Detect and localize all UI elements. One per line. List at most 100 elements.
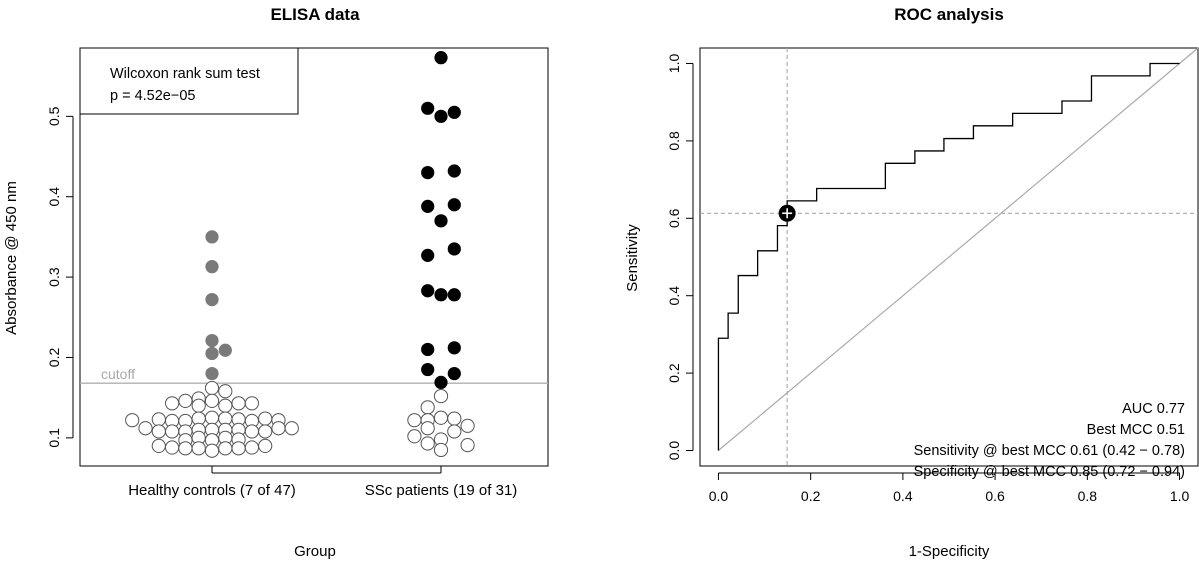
roc-curve: [717, 62, 1180, 451]
patient-positive-point: [421, 342, 435, 357]
control-negative-point: [178, 441, 193, 456]
control-negative-point: [258, 424, 273, 439]
control-negative-point: [284, 421, 299, 436]
roc-panel: ROC analysis 0.00.20.40.60.81.0 0.0 0.2 0.…: [624, 5, 1199, 560]
roc-title: ROC analysis: [894, 5, 1004, 24]
control-negative-point: [231, 441, 246, 456]
control-negative-point: [258, 438, 273, 454]
patient-positive-point: [447, 164, 461, 178]
roc-x-tick-label: 0.8: [1078, 488, 1098, 504]
cutoff-label: cutoff: [101, 366, 135, 382]
patient-negative-point: [420, 400, 435, 415]
control-negative-point: [165, 440, 180, 455]
control-negative-point: [165, 396, 180, 411]
elisa-x-label: Group: [294, 543, 336, 560]
patient-negative-point: [420, 436, 435, 451]
legend-frame: [79, 47, 299, 115]
control-negative-point: [244, 440, 259, 455]
patient-positive-point: [434, 288, 448, 302]
roc-y-tick-label: 0.4: [666, 286, 682, 306]
legend-test-name: Wilcoxon rank sum test: [110, 66, 260, 82]
best-mcc-text: Best MCC 0.51: [1087, 422, 1185, 438]
roc-plot-box: [699, 47, 1199, 467]
control-negative-point: [258, 411, 273, 426]
control-negative-point: [165, 424, 180, 439]
control-negative-point: [125, 413, 140, 428]
control-negative-point: [218, 398, 233, 413]
control-positive-point: [205, 293, 219, 307]
patient-negative-point: [433, 410, 449, 425]
patient-positive-point: [421, 248, 435, 262]
control-negative-point: [244, 424, 259, 439]
roc-x-tick-label: 0.4: [893, 488, 913, 504]
roc-y-tick-label: 0.8: [666, 131, 682, 151]
control-negative-point: [218, 384, 233, 399]
control-negative-point: [138, 421, 153, 436]
control-negative-point: [271, 421, 286, 436]
elisa-panel: ELISA data 0.1 0.2 0.3 0.4 0.5 Healthy contr…: [3, 5, 549, 560]
elisa-plot-box: [79, 47, 549, 467]
control-positive-point: [205, 366, 219, 381]
patient-negative-point: [407, 413, 422, 428]
control-negative-point: [191, 441, 206, 456]
patient-negative-point: [447, 424, 462, 439]
control-negative-point: [151, 438, 166, 454]
auc-text: AUC 0.77: [1122, 401, 1185, 417]
control-negative-point: [204, 410, 220, 425]
patient-positive-point: [434, 375, 448, 389]
control-negative-point: [204, 380, 220, 396]
roc-x-tick-label: 0.0: [709, 488, 729, 504]
control-negative-point: [151, 424, 166, 439]
roc-y-tick-label: 1.0: [666, 54, 682, 74]
control-negative-point: [151, 412, 166, 427]
control-negative-point: [204, 443, 220, 458]
control-positive-point: [205, 260, 219, 274]
elisa-y-tick-label: 0.1: [46, 428, 62, 448]
patient-negative-point: [460, 438, 475, 453]
patient-positive-point: [421, 362, 435, 377]
roc-diagonal: [718, 47, 1199, 451]
patient-positive-point: [447, 105, 461, 119]
elisa-x-axis: Healthy controls (7 of 47) SSc patients …: [128, 466, 517, 499]
specificity-text: Specificity @ best MCC 0.85 (0.72 − 0.94…: [914, 464, 1185, 480]
patient-negative-point: [407, 429, 422, 444]
control-negative-point: [191, 398, 206, 413]
roc-annotations: AUC 0.77 Best MCC 0.51 Sensitivity @ bes…: [914, 401, 1185, 480]
elisa-y-axis: 0.1 0.2 0.3 0.4 0.5: [46, 106, 74, 448]
patient-positive-point: [434, 109, 448, 123]
roc-y-axis: 0.0 0.2 0.4 0.6 0.8 1.0: [666, 54, 694, 460]
control-negative-point: [218, 441, 233, 456]
patient-positive-point: [447, 288, 461, 302]
roc-y-tick-label: 0.2: [666, 363, 682, 383]
roc-x-tick-label: 0.2: [801, 488, 821, 504]
roc-best-point: [778, 204, 796, 222]
patient-positive-point: [421, 199, 435, 213]
category-label-controls: Healthy controls (7 of 47): [128, 482, 296, 499]
patient-positive-point: [447, 242, 461, 256]
elisa-title: ELISA data: [270, 5, 360, 24]
control-negative-point: [244, 396, 259, 411]
control-positive-point: [205, 334, 219, 348]
control-positive-point: [205, 230, 219, 244]
patient-negative-point: [460, 418, 475, 433]
patient-negative-point: [433, 442, 449, 458]
patient-negative-point: [447, 411, 462, 426]
elisa-points: [125, 51, 475, 458]
category-label-patients: SSc patients (19 of 31): [365, 482, 518, 499]
elisa-y-label: Absorbance @ 450 nm: [3, 181, 20, 335]
patient-positive-point: [421, 165, 435, 180]
patient-negative-point: [420, 421, 435, 436]
elisa-y-tick-label: 0.4: [46, 187, 62, 207]
legend-box: Wilcoxon rank sum test p = 4.52e−05: [79, 47, 299, 115]
roc-x-tick-label: 0.6: [985, 488, 1005, 504]
roc-y-label: Sensitivity: [624, 224, 641, 292]
roc-x-axis: 0.0 0.2 0.4 0.6 0.8 1.0: [709, 472, 1189, 504]
patient-positive-point: [421, 101, 435, 115]
patient-positive-point: [421, 284, 435, 298]
patient-negative-point: [433, 388, 449, 404]
patient-positive-point: [447, 341, 461, 355]
legend-p-value: p = 4.52e−05: [110, 88, 195, 104]
sensitivity-text: Sensitivity @ best MCC 0.61 (0.42 − 0.78…: [914, 443, 1185, 459]
elisa-y-tick-label: 0.2: [46, 348, 62, 368]
